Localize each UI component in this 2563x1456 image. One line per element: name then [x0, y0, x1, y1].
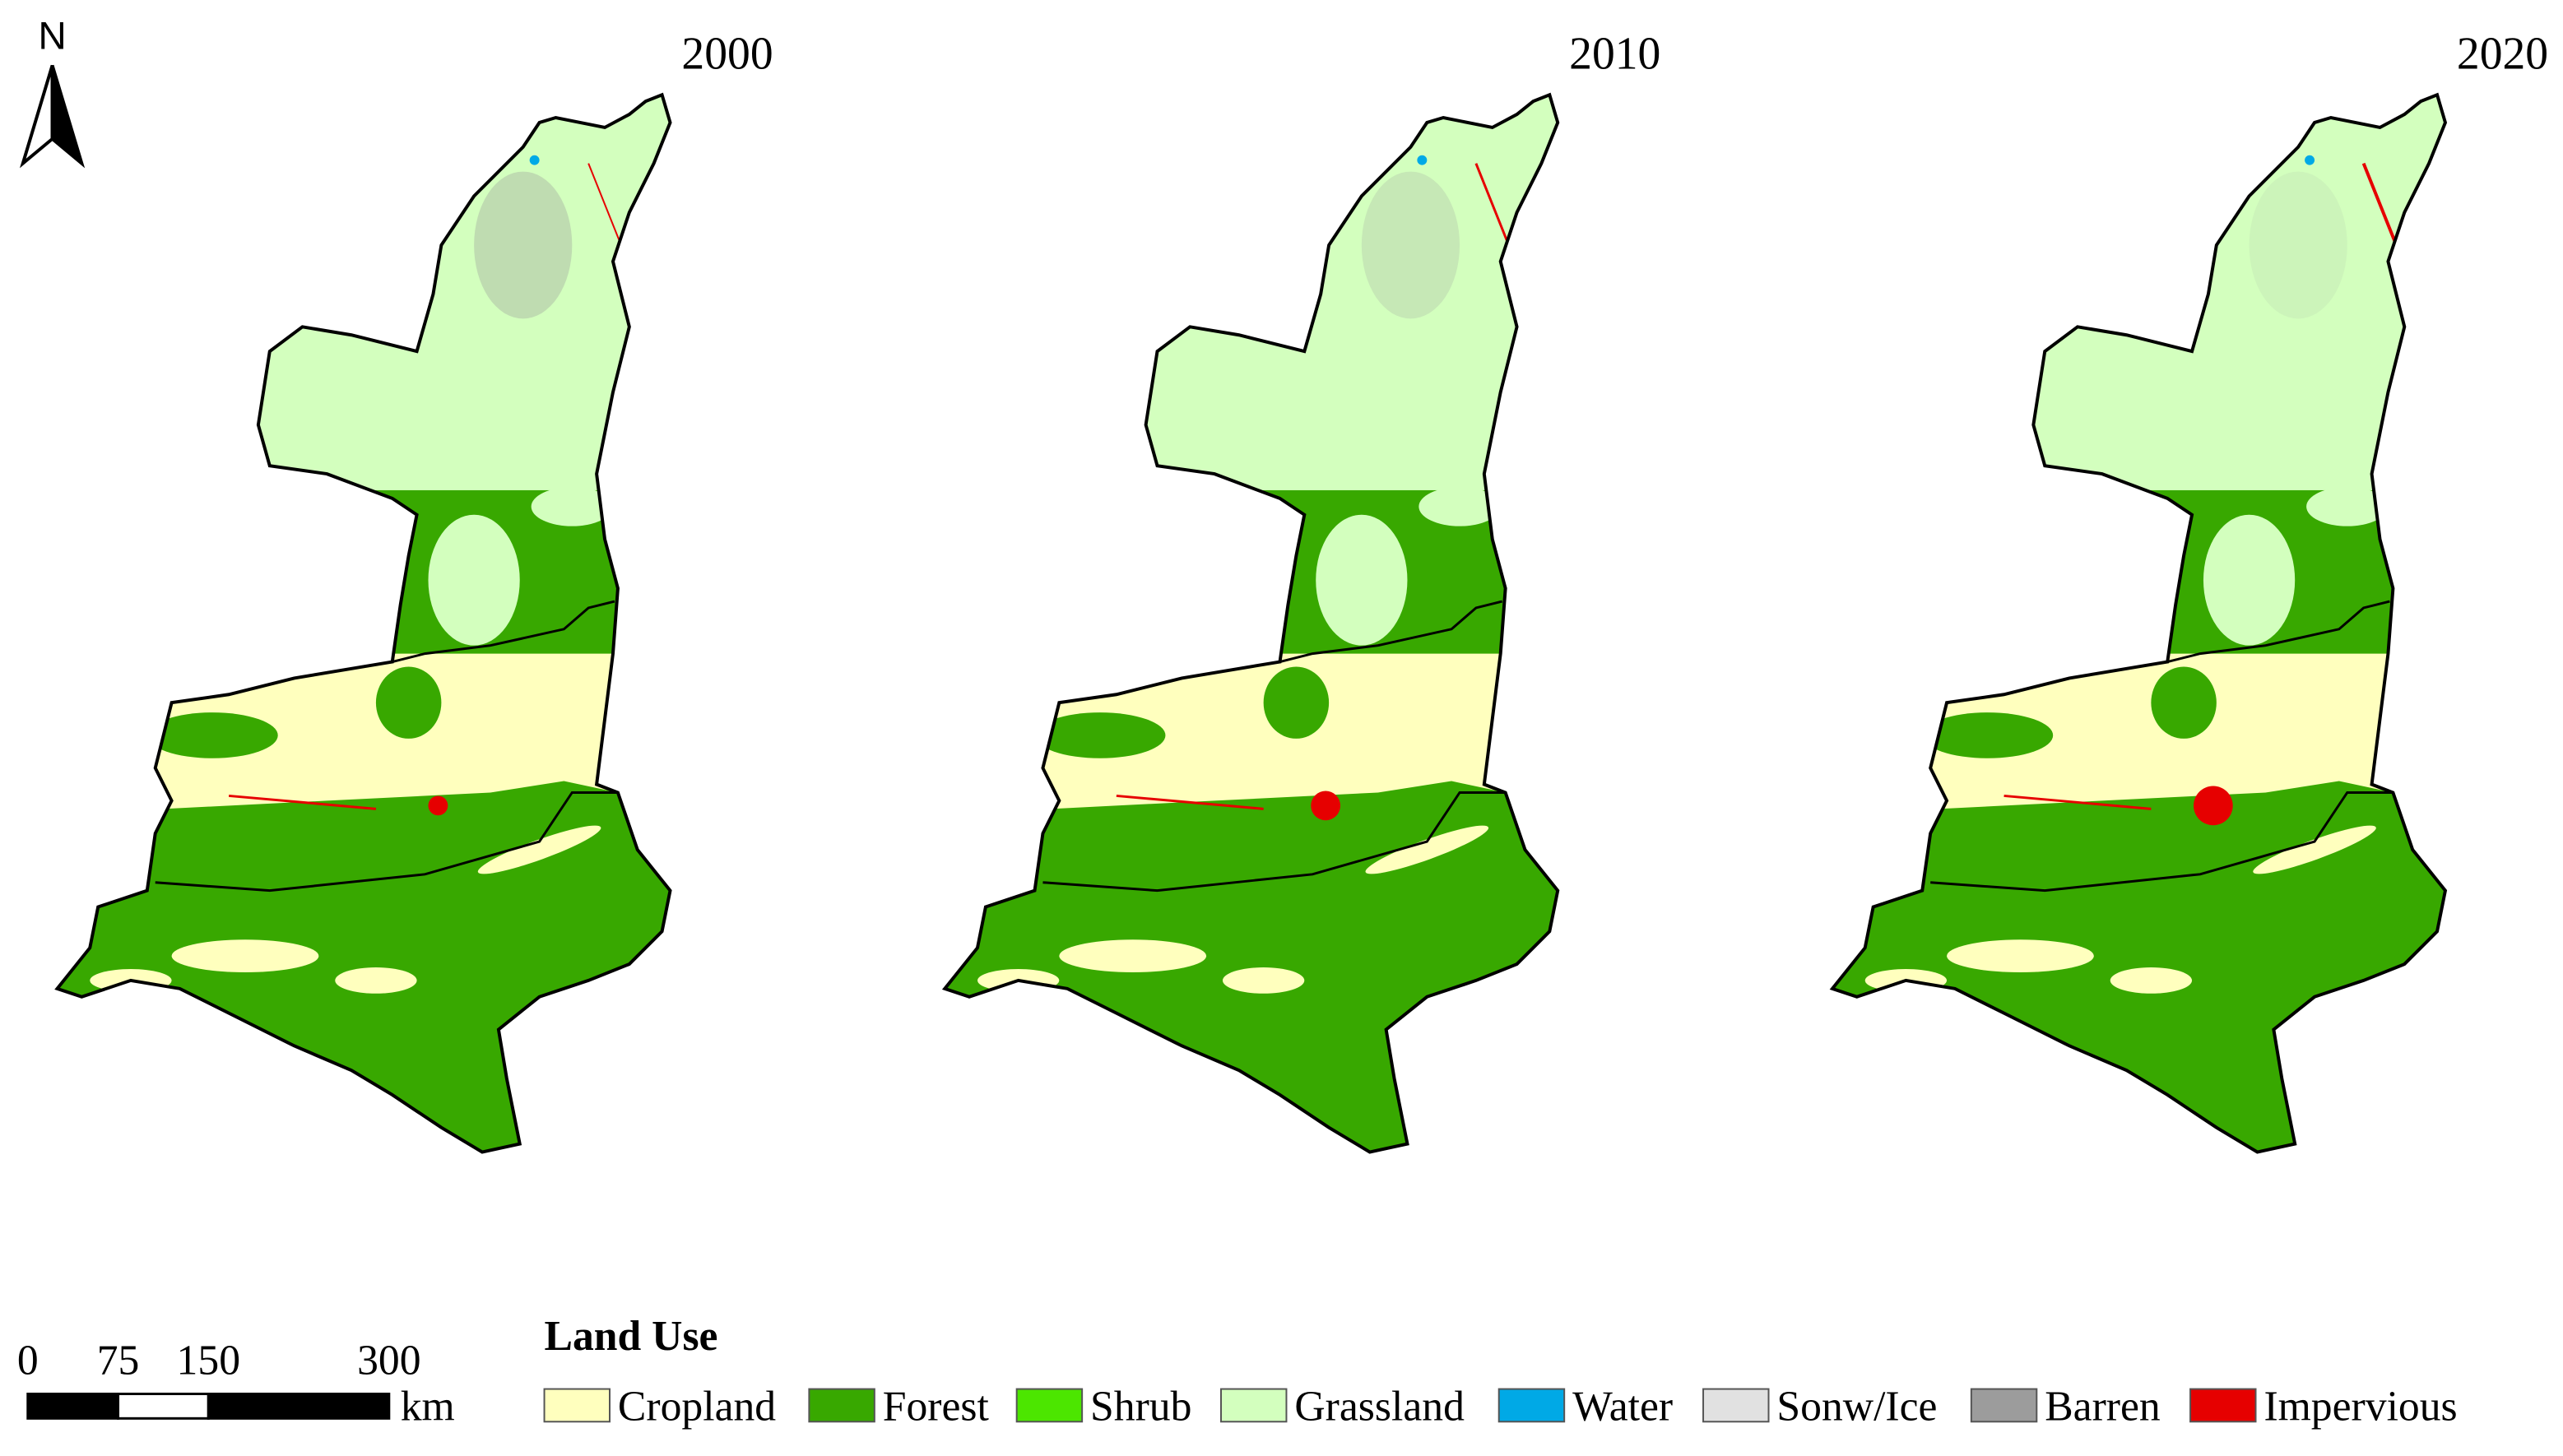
barren-patch: [2249, 171, 2347, 319]
legend-swatch: [1497, 1388, 1566, 1423]
region-boundary: [155, 791, 618, 893]
scale-label: 0: [17, 1338, 39, 1384]
legend-swatch: [1220, 1388, 1288, 1423]
legend-label: Water: [1572, 1383, 1673, 1430]
grassland-patch: [2306, 486, 2389, 526]
barren-patch: [1361, 171, 1460, 319]
scale-label: 300: [357, 1338, 420, 1384]
map-title: 2010: [1569, 28, 1660, 79]
water-body: [2305, 155, 2315, 165]
forest-patch: [375, 666, 442, 739]
impervious-road: [1474, 163, 1511, 246]
cropland-patch: [1222, 967, 1305, 994]
impervious-city: [2194, 786, 2233, 826]
map-title: 2000: [681, 28, 773, 79]
legend-swatch: [2189, 1388, 2257, 1423]
map-fill: [1832, 95, 2445, 1152]
legend-label: Forest: [883, 1383, 990, 1430]
legend-swatch: [1970, 1388, 2038, 1423]
water-body: [1417, 155, 1428, 165]
legend-label: Shrub: [1090, 1383, 1191, 1430]
cropland-patch: [1059, 939, 1207, 972]
barren-patch: [474, 171, 573, 319]
legend-swatch: [543, 1388, 611, 1423]
grassland-patch: [531, 486, 613, 526]
forest-patch: [146, 712, 278, 758]
scale-unit: km: [401, 1383, 455, 1430]
map: [1829, 92, 2448, 1154]
cropland-patch: [335, 967, 417, 994]
region-boundary: [392, 600, 615, 663]
cropland-patch: [1947, 939, 2094, 972]
cropland-patch: [2110, 967, 2193, 994]
grassland-zone: [1832, 95, 2445, 507]
scale-segment: [26, 1393, 120, 1420]
region-boundary: [2166, 600, 2390, 663]
legend-swatch: [808, 1388, 875, 1423]
north-arrow-left: [20, 64, 54, 169]
water-body: [529, 155, 540, 165]
cropland-patch: [1365, 825, 1489, 874]
map-fill: [57, 95, 671, 1152]
map: [54, 92, 672, 1154]
forest-patch: [1922, 712, 2054, 758]
impervious-road: [1116, 794, 1264, 810]
legend-swatch: [1702, 1388, 1770, 1423]
legend-label: Sonw/Ice: [1776, 1383, 1937, 1430]
legend-label: Impervious: [2264, 1383, 2457, 1430]
region-boundary: [1042, 791, 1506, 893]
forest-patch: [1263, 666, 1330, 739]
region-boundary: [1930, 791, 2394, 893]
scale-label: 150: [177, 1338, 240, 1384]
legend-label: Barren: [2045, 1383, 2161, 1430]
map-title: 2020: [2457, 28, 2548, 79]
scale-segment: [207, 1393, 391, 1420]
legend-label: Grassland: [1294, 1383, 1465, 1430]
grassland-patch: [1418, 486, 1501, 526]
scale-segment: [117, 1393, 210, 1420]
region-boundary: [1279, 600, 1503, 663]
north-arrow-right: [50, 64, 86, 169]
grassland-patch: [2203, 514, 2296, 646]
north-label: N: [38, 15, 66, 58]
legend-swatch: [1015, 1388, 1084, 1423]
scale-label: 75: [97, 1338, 140, 1384]
grassland-zone: [945, 95, 1558, 507]
forest-patch: [2151, 666, 2217, 739]
impervious-road: [228, 794, 377, 810]
forest-patch: [1034, 712, 1166, 758]
map: [941, 92, 1560, 1154]
map-outline: [941, 92, 1560, 1154]
map-outline: [1829, 92, 2448, 1154]
grassland-patch: [1316, 514, 1408, 646]
cropland-patch: [477, 825, 601, 874]
impervious-city: [1311, 791, 1341, 821]
grassland-zone: [57, 95, 671, 507]
cropland-patch: [171, 939, 319, 972]
impervious-road: [587, 163, 622, 246]
grassland-patch: [428, 514, 520, 646]
legend-label: Cropland: [618, 1383, 776, 1430]
impervious-road: [2361, 162, 2398, 246]
cropland-patch: [2253, 825, 2376, 874]
impervious-road: [2004, 794, 2152, 810]
map-fill: [945, 95, 1558, 1152]
impervious-city: [428, 795, 448, 816]
legend-title: Land Use: [545, 1313, 718, 1360]
map-outline: [54, 92, 672, 1154]
